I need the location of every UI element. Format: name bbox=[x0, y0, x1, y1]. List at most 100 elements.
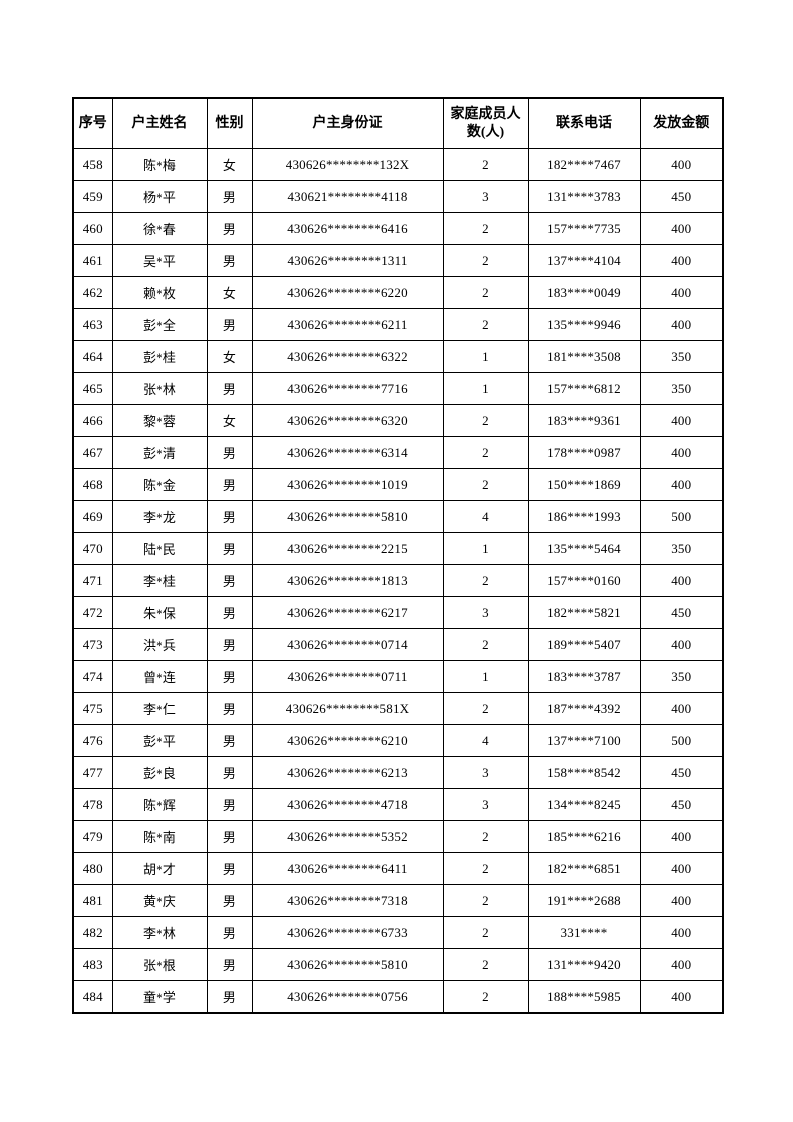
cell-amount: 450 bbox=[639, 180, 724, 213]
cell-amount: 500 bbox=[639, 500, 724, 533]
cell-name: 李*龙 bbox=[111, 500, 208, 533]
cell-name: 李*桂 bbox=[111, 564, 208, 597]
cell-family_members: 4 bbox=[442, 724, 529, 757]
cell-phone: 131****3783 bbox=[527, 180, 641, 213]
cell-index: 468 bbox=[72, 468, 113, 501]
cell-family_members: 2 bbox=[442, 948, 529, 981]
cell-amount: 450 bbox=[639, 756, 724, 789]
cell-amount: 400 bbox=[639, 980, 724, 1014]
cell-family_members: 2 bbox=[442, 436, 529, 469]
table-row: 481 黄*庆男 430626********7318 2 191****2688 400 bbox=[72, 884, 724, 917]
cell-id_number: 430626********6320 bbox=[251, 404, 444, 437]
cell-phone: 157****0160 bbox=[527, 564, 641, 597]
header-row: 序号 户主姓名 性别 户主身份证 家庭成员人数(人) 联系电话 发放金额 bbox=[72, 97, 724, 149]
cell-phone: 189****5407 bbox=[527, 628, 641, 661]
cell-phone: 182****5821 bbox=[527, 596, 641, 629]
cell-id_number: 430626********0711 bbox=[251, 660, 444, 693]
table-row: 469 李*龙男 430626********5810 4 186****1993 500 bbox=[72, 500, 724, 533]
cell-name: 李*仁 bbox=[111, 692, 208, 725]
cell-phone: 134****8245 bbox=[527, 788, 641, 821]
cell-name: 童*学 bbox=[111, 980, 208, 1014]
cell-amount: 400 bbox=[639, 628, 724, 661]
table-row: 466 黎*蓉女 430626********6320 2 183****9361 400 bbox=[72, 404, 724, 437]
cell-name: 陈*辉 bbox=[111, 788, 208, 821]
cell-name: 张*根 bbox=[111, 948, 208, 981]
cell-id_number: 430626********0714 bbox=[251, 628, 444, 661]
cell-id_number: 430626********0756 bbox=[251, 980, 444, 1014]
cell-index: 471 bbox=[72, 564, 113, 597]
column-header-family_members: 家庭成员人数(人) bbox=[442, 97, 529, 149]
cell-id_number: 430626********2215 bbox=[251, 532, 444, 565]
table-row: 463 彭*全男 430626********6211 2 135****9946 400 bbox=[72, 308, 724, 341]
cell-amount: 400 bbox=[639, 276, 724, 309]
cell-index: 460 bbox=[72, 212, 113, 245]
cell-family_members: 3 bbox=[442, 180, 529, 213]
table-row: 462 赖*枚女 430626********6220 2 183****0049 400 bbox=[72, 276, 724, 309]
cell-amount: 400 bbox=[639, 212, 724, 245]
cell-index: 470 bbox=[72, 532, 113, 565]
cell-index: 463 bbox=[72, 308, 113, 341]
cell-name: 胡*才 bbox=[111, 852, 208, 885]
cell-index: 482 bbox=[72, 916, 113, 949]
cell-gender: 男 bbox=[206, 500, 253, 533]
cell-phone: 182****7467 bbox=[527, 148, 641, 181]
cell-index: 459 bbox=[72, 180, 113, 213]
column-header-gender: 性别 bbox=[206, 97, 253, 149]
cell-gender: 女 bbox=[206, 404, 253, 437]
cell-id_number: 430626********7318 bbox=[251, 884, 444, 917]
cell-name: 朱*保 bbox=[111, 596, 208, 629]
cell-phone: 183****3787 bbox=[527, 660, 641, 693]
cell-id_number: 430626********6416 bbox=[251, 212, 444, 245]
table-row: 474 曾*连男 430626********0711 1 183****3787 350 bbox=[72, 660, 724, 693]
cell-gender: 男 bbox=[206, 532, 253, 565]
table-row: 468 陈*金男 430626********1019 2 150****1869 400 bbox=[72, 468, 724, 501]
cell-index: 473 bbox=[72, 628, 113, 661]
cell-name: 彭*良 bbox=[111, 756, 208, 789]
cell-index: 464 bbox=[72, 340, 113, 373]
cell-id_number: 430626********6211 bbox=[251, 308, 444, 341]
cell-amount: 400 bbox=[639, 308, 724, 341]
table-row: 483 张*根男 430626********5810 2 131****9420 400 bbox=[72, 948, 724, 981]
cell-amount: 400 bbox=[639, 148, 724, 181]
table-row: 458 陈*梅女 430626********132X 2 182****7467 400 bbox=[72, 148, 724, 181]
cell-gender: 男 bbox=[206, 212, 253, 245]
table-row: 470 陆*民男 430626********2215 1 135****5464 350 bbox=[72, 532, 724, 565]
cell-amount: 350 bbox=[639, 532, 724, 565]
cell-phone: 186****1993 bbox=[527, 500, 641, 533]
cell-index: 481 bbox=[72, 884, 113, 917]
column-header-index: 序号 bbox=[72, 97, 113, 149]
cell-id_number: 430626********1311 bbox=[251, 244, 444, 277]
cell-amount: 400 bbox=[639, 436, 724, 469]
table-row: 473 洪*兵男 430626********0714 2 189****5407 400 bbox=[72, 628, 724, 661]
cell-id_number: 430626********6210 bbox=[251, 724, 444, 757]
cell-name: 陈*南 bbox=[111, 820, 208, 853]
cell-family_members: 2 bbox=[442, 404, 529, 437]
cell-phone: 157****6812 bbox=[527, 372, 641, 405]
cell-family_members: 2 bbox=[442, 980, 529, 1014]
cell-id_number: 430626********5352 bbox=[251, 820, 444, 853]
cell-amount: 400 bbox=[639, 820, 724, 853]
cell-family_members: 2 bbox=[442, 276, 529, 309]
cell-index: 462 bbox=[72, 276, 113, 309]
column-header-id_number: 户主身份证 bbox=[251, 97, 444, 149]
cell-id_number: 430626********5810 bbox=[251, 948, 444, 981]
cell-index: 461 bbox=[72, 244, 113, 277]
cell-phone: 331**** bbox=[527, 916, 641, 949]
cell-amount: 350 bbox=[639, 372, 724, 405]
cell-name: 张*林 bbox=[111, 372, 208, 405]
table-row: 476 彭*平男 430626********6210 4 137****7100 500 bbox=[72, 724, 724, 757]
cell-gender: 男 bbox=[206, 596, 253, 629]
cell-gender: 男 bbox=[206, 756, 253, 789]
table-row: 467 彭*清男 430626********6314 2 178****0987 400 bbox=[72, 436, 724, 469]
cell-id_number: 430626********6411 bbox=[251, 852, 444, 885]
cell-amount: 400 bbox=[639, 564, 724, 597]
cell-gender: 男 bbox=[206, 948, 253, 981]
cell-index: 472 bbox=[72, 596, 113, 629]
cell-id_number: 430626********6217 bbox=[251, 596, 444, 629]
cell-amount: 450 bbox=[639, 596, 724, 629]
cell-phone: 137****4104 bbox=[527, 244, 641, 277]
table-row: 464 彭*桂女 430626********6322 1 181****3508 350 bbox=[72, 340, 724, 373]
cell-phone: 181****3508 bbox=[527, 340, 641, 373]
table-row: 471 李*桂男 430626********1813 2 157****0160 400 bbox=[72, 564, 724, 597]
cell-phone: 188****5985 bbox=[527, 980, 641, 1014]
